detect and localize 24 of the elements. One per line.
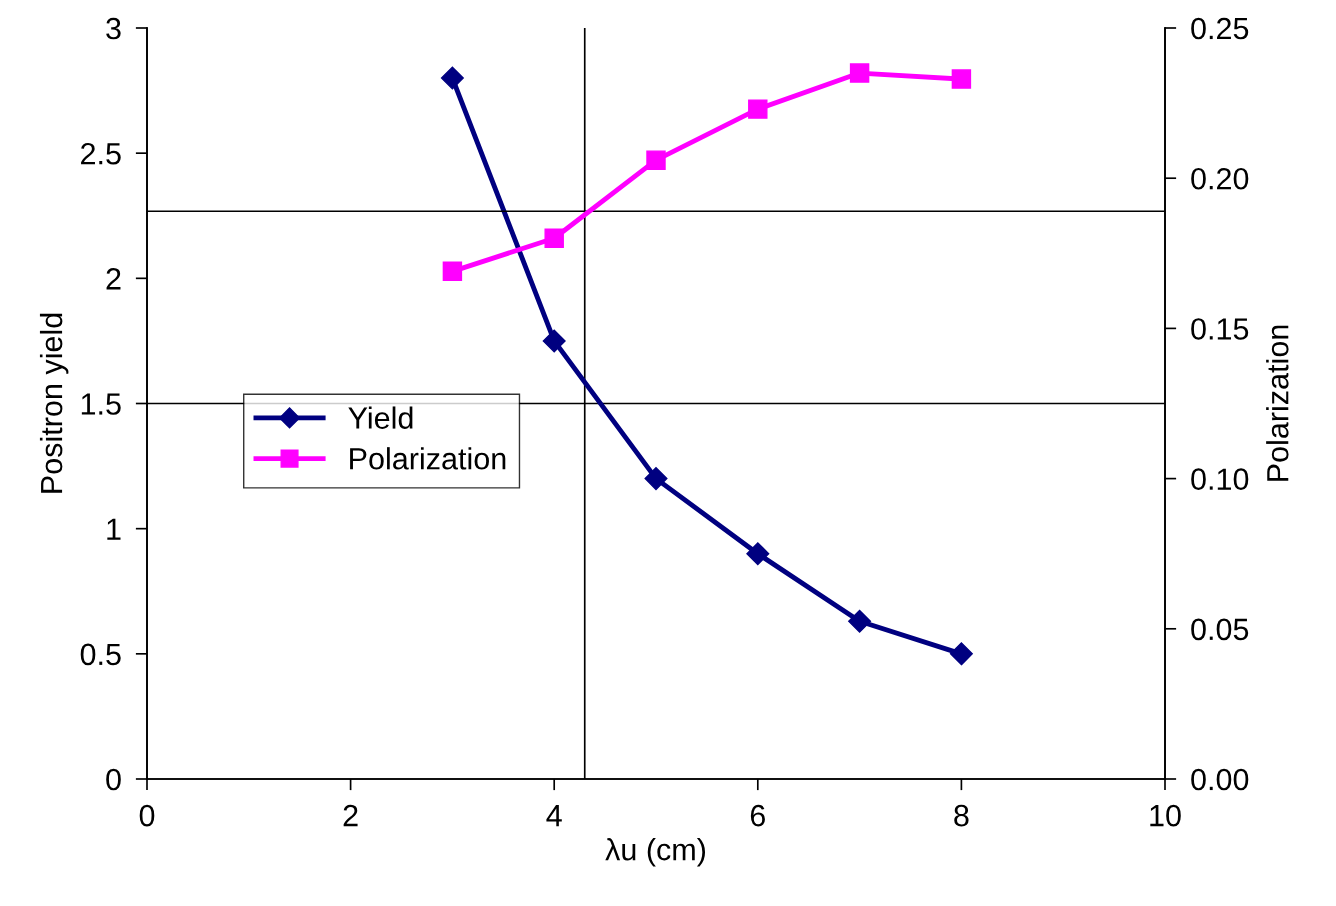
legend-label: Yield xyxy=(348,406,413,429)
y2-tick-label: 0.05 xyxy=(1191,618,1249,641)
y2-axis-title: Polarization xyxy=(1266,325,1289,481)
y2-tick-label: 0.00 xyxy=(1191,768,1249,791)
y-tick-label: 3 xyxy=(106,17,121,40)
y2-tick-label: 0.10 xyxy=(1191,468,1249,490)
legend-label: Polarization xyxy=(350,447,506,470)
x-tick-label: 10 xyxy=(1150,804,1181,827)
x-tick-label: 8 xyxy=(954,804,969,827)
y-tick-label: 2.5 xyxy=(81,142,121,165)
y2-tick-label: 0.20 xyxy=(1191,167,1249,190)
x-axis-title: λu (cm) xyxy=(605,838,706,867)
x-tick-label: 6 xyxy=(750,804,765,827)
y-tick-label: 0 xyxy=(106,768,121,791)
y-tick-label: 1.5 xyxy=(81,393,121,415)
x-tick-label: 0 xyxy=(139,804,155,827)
x-tick-label: 4 xyxy=(546,805,562,827)
y-tick-label: 1 xyxy=(107,518,121,540)
y-tick-label: 0.5 xyxy=(80,643,121,666)
y2-tick-label: 0.25 xyxy=(1191,17,1249,40)
x-tick-label: 2 xyxy=(343,804,358,827)
y2-tick-label: 0.15 xyxy=(1191,318,1249,340)
y-tick-label: 2 xyxy=(106,268,121,290)
y-axis-title: Positron yield xyxy=(39,313,69,493)
